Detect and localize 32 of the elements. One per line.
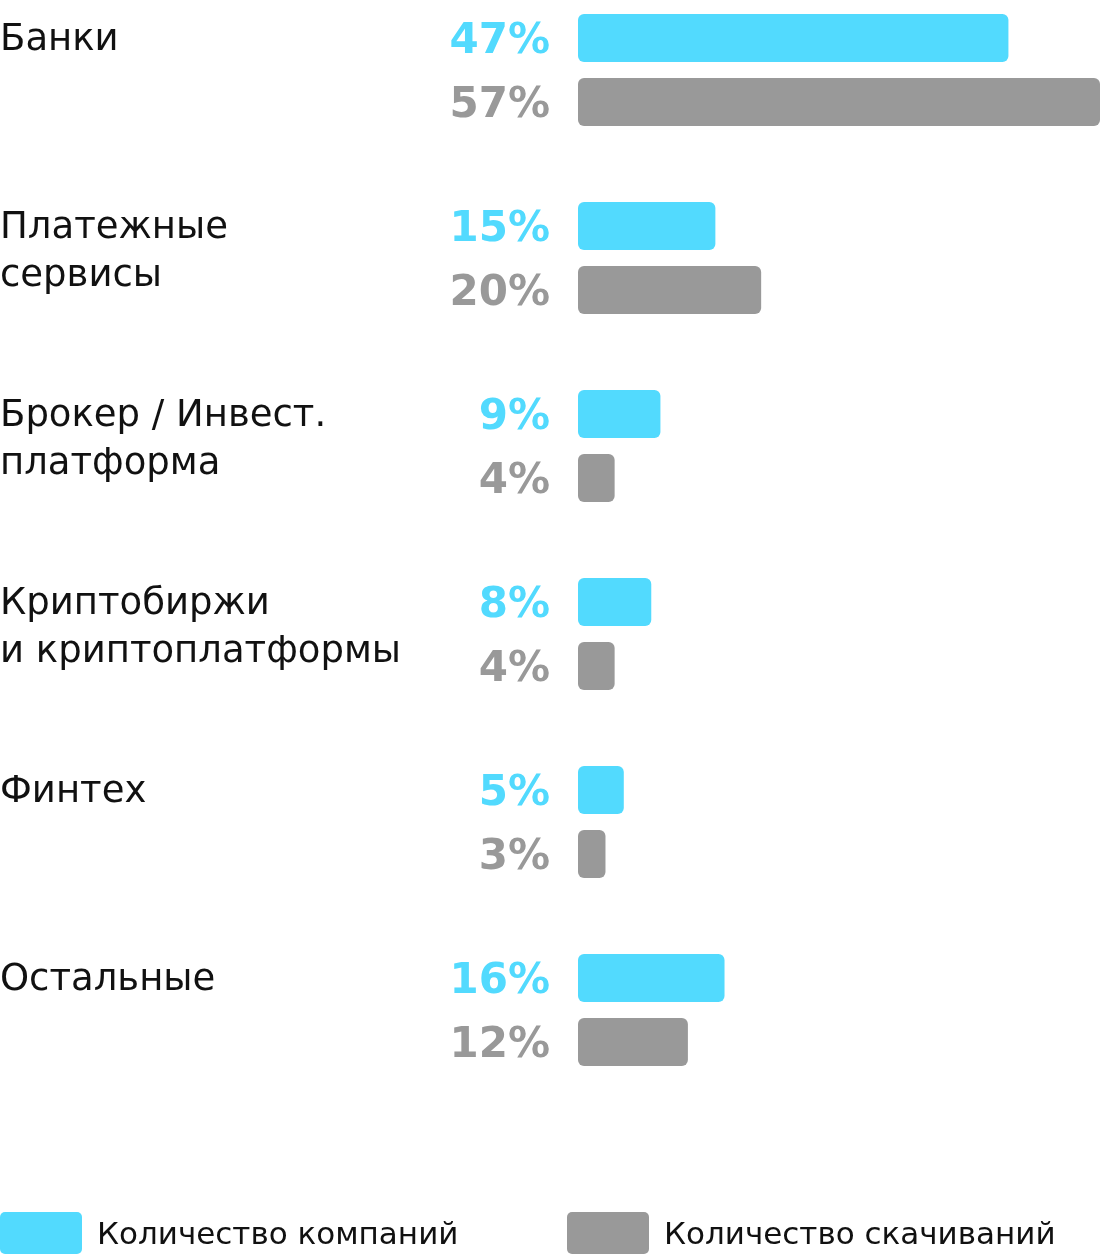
legend-label: Количество компаний (97, 1215, 459, 1251)
legend-label: Количество скачиваний (664, 1215, 1056, 1251)
data-label: 3% (478, 830, 550, 879)
bar (578, 578, 652, 626)
data-label: 12% (449, 1018, 550, 1067)
y-tick-label: Брокер / Инвест. платформа (0, 392, 327, 483)
data-label: 47% (449, 14, 550, 63)
bar (578, 830, 606, 878)
bar (578, 390, 661, 438)
y-tick-label: Остальные (0, 956, 216, 999)
data-label: 8% (478, 578, 550, 627)
bar (578, 954, 725, 1002)
y-tick-label: Платежные сервисы (0, 204, 228, 295)
bar (578, 266, 762, 314)
data-label: 4% (478, 454, 550, 503)
data-label: 9% (478, 390, 550, 439)
data-label: 4% (478, 642, 550, 691)
data-label: 16% (449, 954, 550, 1003)
data-label: 57% (449, 78, 550, 127)
data-label: 20% (449, 266, 550, 315)
data-label: 5% (478, 766, 550, 815)
bar (578, 1018, 688, 1066)
y-tick-label: Банки (0, 16, 119, 59)
data-label: 15% (449, 202, 550, 251)
bar (578, 78, 1100, 126)
bar (578, 202, 716, 250)
bar (578, 14, 1009, 62)
y-tick-label: Финтех (0, 768, 147, 811)
bar (578, 454, 615, 502)
bar (578, 642, 615, 690)
y-tick-label: Криптобиржи и криптоплатформы (0, 580, 402, 671)
bar (578, 766, 624, 814)
